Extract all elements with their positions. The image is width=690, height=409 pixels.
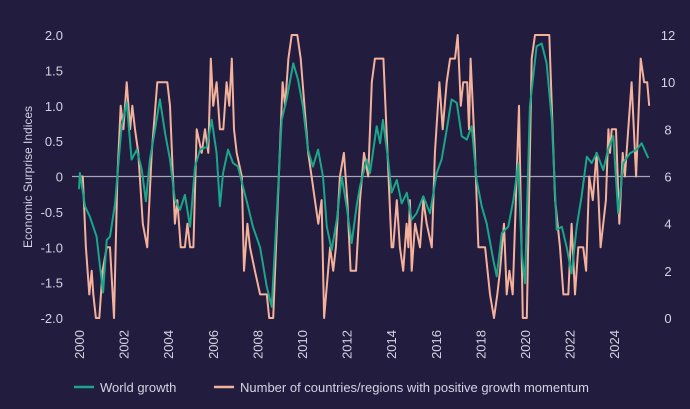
left-axis-ticks: 2.0 1.5 1.0 0.5 0 -0.5 -1.0 -1.5 -2.0 — [41, 28, 63, 326]
x-tick-label: 2012 — [340, 330, 355, 359]
y2-tick-label: 6 — [664, 170, 671, 185]
x-tick-label: 2022 — [563, 330, 578, 359]
legend: World growth Number of countries/regions… — [74, 380, 589, 395]
legend-label-world-growth: World growth — [100, 380, 176, 395]
legend-label-countries: Number of countries/regions with positiv… — [240, 380, 589, 395]
y2-tick-label: 10 — [661, 75, 675, 90]
legend-item-world-growth: World growth — [74, 380, 176, 395]
y-tick-label: -0.5 — [41, 205, 63, 220]
x-axis-ticks: 2000 2002 2004 2006 2008 2010 2012 2014 2016 2018… — [72, 330, 622, 359]
x-tick-label: 2016 — [429, 330, 444, 359]
left-axis-title: Economic Surprise Indices — [21, 106, 35, 248]
x-tick-label: 2002 — [117, 330, 132, 359]
y-tick-label: 0.5 — [45, 134, 63, 149]
x-tick-label: 2024 — [607, 330, 622, 359]
x-tick-label: 2004 — [161, 330, 176, 359]
x-tick-label: 2006 — [206, 330, 221, 359]
y-tick-label: 1.5 — [45, 63, 63, 78]
y2-tick-label: 0 — [664, 311, 671, 326]
series-line-world-growth — [78, 42, 650, 308]
x-tick-label: 2008 — [250, 330, 265, 359]
y-tick-label: 1.0 — [45, 99, 63, 114]
y2-tick-label: 4 — [664, 217, 671, 232]
y-tick-label: -2.0 — [41, 311, 63, 326]
legend-item-countries: Number of countries/regions with positiv… — [214, 380, 589, 395]
y2-tick-label: 8 — [664, 122, 671, 137]
x-tick-label: 2018 — [473, 330, 488, 359]
x-tick-label: 2000 — [72, 330, 87, 359]
y-tick-label: 2.0 — [45, 28, 63, 43]
x-tick-label: 2014 — [384, 330, 399, 359]
y2-tick-label: 12 — [661, 28, 675, 43]
x-tick-label: 2020 — [518, 330, 533, 359]
y-tick-label: -1.5 — [41, 276, 63, 291]
y2-tick-label: 2 — [664, 264, 671, 279]
series-line-countries — [79, 34, 651, 319]
x-tick-label: 2010 — [295, 330, 310, 359]
right-axis-ticks: 12 10 8 6 4 2 0 — [661, 28, 675, 326]
y-tick-label: 0 — [56, 170, 63, 185]
y-tick-label: -1.0 — [41, 240, 63, 255]
